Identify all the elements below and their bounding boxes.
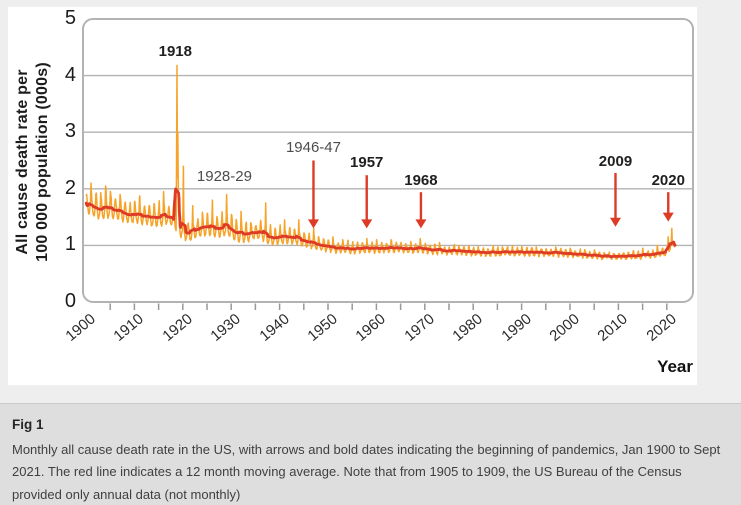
pandemic-label-1928-29: 1928-29 — [196, 168, 252, 186]
plot-area — [82, 18, 694, 310]
y-tick-label: 4 — [64, 63, 76, 86]
figure-panel: All cause death rate per 100 000 populat… — [8, 7, 697, 385]
y-tick-label: 2 — [64, 176, 76, 199]
figure-caption-text: Monthly all cause death rate in the US, … — [12, 442, 721, 502]
pandemic-label-1946-47: 1946-47 — [285, 139, 341, 157]
pandemic-arrow-head — [307, 219, 319, 229]
pandemic-label-1957: 1957 — [350, 154, 384, 172]
pandemic-arrow-head — [361, 219, 373, 229]
y-axis-title-line1: All cause death rate per — [14, 69, 31, 255]
y-tick-label: 5 — [64, 7, 76, 29]
pandemic-label-1918: 1918 — [158, 42, 192, 60]
x-axis-title: Year — [657, 357, 693, 376]
pandemic-label-1968: 1968 — [404, 172, 438, 190]
y-tick-label: 1 — [64, 233, 76, 256]
pandemic-label-2020: 2020 — [651, 172, 685, 190]
y-tick-label: 3 — [64, 120, 76, 143]
moving-average-series — [84, 187, 677, 259]
pandemic-arrow-head — [662, 212, 674, 222]
pandemic-arrow-head — [609, 217, 621, 227]
pandemic-label-2009: 2009 — [598, 153, 633, 171]
pandemic-arrow-head — [415, 219, 427, 229]
figure-caption-label: Fig 1 — [12, 417, 44, 432]
y-axis-title: All cause death rate per 100 000 populat… — [13, 12, 57, 312]
plot-border — [82, 18, 694, 303]
caption-section: Fig 1 Monthly all cause death rate in th… — [0, 403, 741, 505]
y-tick-label: 0 — [64, 290, 76, 312]
y-axis-title-line2: 100 000 population (000s) — [34, 62, 51, 262]
